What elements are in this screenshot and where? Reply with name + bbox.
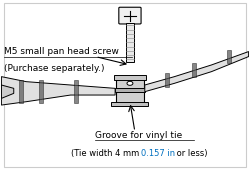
FancyBboxPatch shape [119, 7, 141, 24]
Bar [39, 80, 43, 103]
Polygon shape [2, 85, 14, 98]
Bar [74, 80, 78, 103]
Polygon shape [145, 52, 248, 92]
Polygon shape [2, 77, 115, 105]
Circle shape [127, 81, 133, 85]
Polygon shape [227, 50, 231, 63]
Bar [126, 23, 134, 62]
Text: 0.157 in: 0.157 in [141, 149, 175, 158]
Text: (Tie width 4 mm: (Tie width 4 mm [70, 149, 142, 158]
Bar [19, 80, 23, 103]
Polygon shape [165, 73, 169, 87]
Bar [116, 77, 143, 103]
Text: or less): or less) [174, 149, 208, 158]
Text: M5 small pan head screw: M5 small pan head screw [4, 47, 119, 56]
Bar [114, 75, 146, 80]
Text: Groove for vinyl tie: Groove for vinyl tie [95, 131, 182, 140]
Polygon shape [192, 63, 196, 77]
Bar [112, 102, 148, 106]
Text: (Purchase separately.): (Purchase separately.) [4, 64, 104, 73]
Bar [115, 88, 145, 92]
